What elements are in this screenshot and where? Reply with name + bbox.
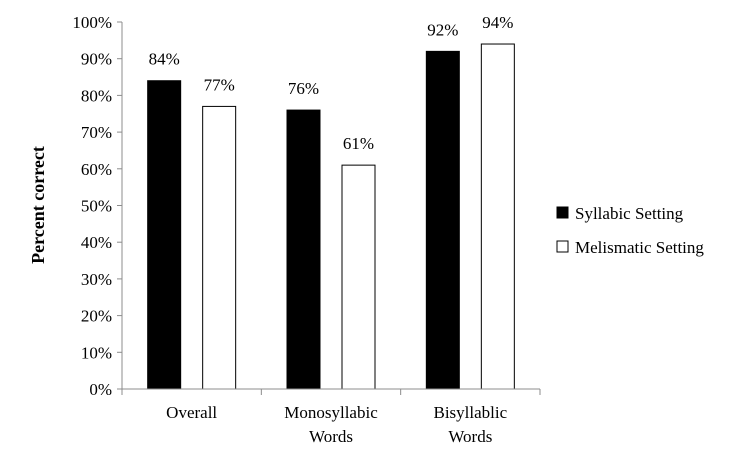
data-label: 84%: [149, 50, 180, 69]
y-tick-label: 30%: [81, 270, 112, 289]
bar-melismatic-2: [480, 43, 515, 390]
bar-melismatic-0: [202, 105, 237, 390]
y-tick-label: 0%: [89, 380, 112, 399]
y-tick-label: 40%: [81, 233, 112, 252]
y-tick-label: 70%: [81, 123, 112, 142]
x-tick-label-line: Words: [448, 427, 492, 446]
data-label: 61%: [343, 134, 374, 153]
data-label: 92%: [427, 20, 458, 39]
y-tick-label: 10%: [81, 343, 112, 362]
data-label: 76%: [288, 79, 319, 98]
y-tick-label: 60%: [81, 160, 112, 179]
x-tick-label-line: Overall: [166, 403, 217, 422]
legend-label: Melismatic Setting: [575, 238, 704, 257]
y-tick-label: 100%: [72, 13, 112, 32]
axes-layer: 0% 10% 20% 30% 40% 50% 60% 70% 80% 90% 100%: [72, 13, 541, 399]
bars-layer: [147, 43, 515, 390]
labels-layer: 84% 77% Overall 76% 61% Monosyllabic Words 92% 9…: [149, 13, 514, 446]
x-tick-label-line: Words: [309, 427, 353, 446]
bar-melismatic-1: [341, 164, 376, 390]
y-tick-label: 20%: [81, 307, 112, 326]
bar-syllabic-0: [147, 80, 182, 390]
data-label: 94%: [482, 13, 513, 32]
y-axis-title: Percent correct: [28, 146, 48, 264]
data-label: 77%: [204, 75, 235, 94]
bar-syllabic-1: [286, 109, 321, 390]
x-tick-label: Overall: [166, 403, 217, 422]
y-tick-label: 50%: [81, 197, 112, 216]
x-tick-label-line: Bisyllablic: [433, 403, 507, 422]
y-tick-label: 90%: [81, 50, 112, 69]
legend-label: Syllabic Setting: [575, 204, 684, 223]
x-tick-label: Bisyllablic Words: [433, 403, 507, 446]
x-tick-label-line: Monosyllabic: [284, 403, 378, 422]
legend: Syllabic Setting Melismatic Setting: [556, 204, 704, 257]
y-tick-label: 80%: [81, 86, 112, 105]
x-tick-label: Monosyllabic Words: [284, 403, 378, 446]
legend-swatch: [556, 206, 569, 219]
legend-swatch: [556, 240, 569, 253]
bar-syllabic-2: [425, 50, 460, 390]
